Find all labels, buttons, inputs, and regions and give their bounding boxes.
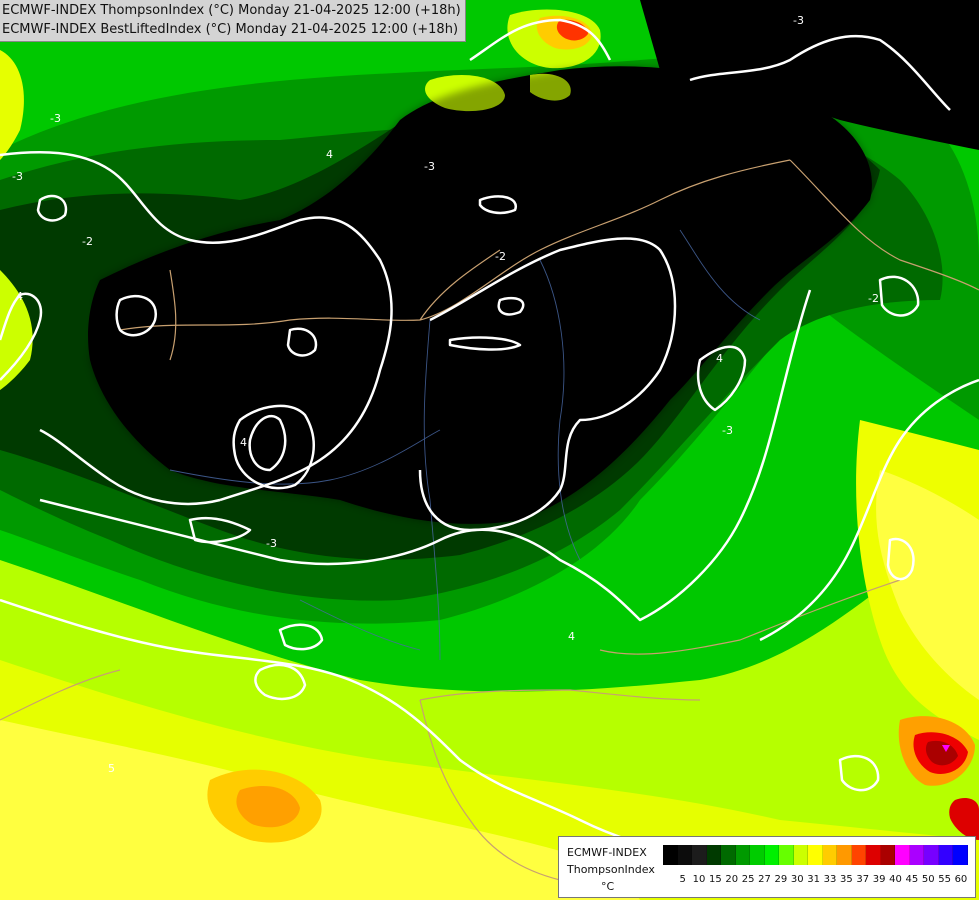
isoline-label: -2 [495, 250, 506, 263]
legend-parameter: ThompsonIndex [567, 863, 655, 876]
legend-tick: 29 [774, 874, 788, 885]
legend-tick: 20 [725, 874, 739, 885]
legend-swatch [938, 845, 953, 865]
legend-swatch [895, 845, 910, 865]
legend-swatch [692, 845, 707, 865]
isoline-label: -2 [868, 292, 879, 305]
legend-tick: 37 [856, 874, 870, 885]
legend-swatch [779, 845, 794, 865]
legend-swatch [793, 845, 808, 865]
isoline-label: -3 [793, 14, 804, 27]
legend-tick: 25 [741, 874, 755, 885]
isoline-label: 5 [108, 762, 115, 775]
map-title-box: ECMWF-INDEX ThompsonIndex (°C) Monday 21… [0, 0, 466, 42]
legend-tick: 15 [709, 874, 722, 885]
isoline-label: -3 [266, 537, 277, 550]
legend-tick: 27 [758, 874, 771, 885]
legend-swatch [706, 845, 721, 865]
isoline-label: -3 [424, 160, 435, 173]
legend-swatch [880, 845, 895, 865]
legend-swatch [953, 845, 968, 865]
legend-swatch [750, 845, 765, 865]
legend-tick: 10 [692, 874, 706, 885]
legend-tick: 60 [954, 874, 968, 885]
color-legend: ECMWF-INDEX ThompsonIndex °C 5 10 15 20 25 27… [558, 836, 976, 898]
legend-swatch [764, 845, 779, 865]
legend-swatch [866, 845, 881, 865]
legend-tick: 35 [839, 874, 853, 885]
isoline-label: -2 [82, 235, 93, 248]
isoline-label: -3 [50, 112, 61, 125]
rivers [169, 229, 761, 661]
isoline-labels: -3 -3 -2 -2 -3 -3 4 4 -3 4 4 -2 -3 4 5 [12, 14, 879, 775]
legend-swatch [851, 845, 866, 865]
map-title-thompson: ECMWF-INDEX ThompsonIndex (°C) Monday 21… [2, 3, 461, 18]
map-title-bestlifted: ECMWF-INDEX BestLiftedIndex (°C) Monday … [2, 22, 459, 37]
legend-tick: 5 [679, 874, 686, 885]
isoline-label: 4 [16, 290, 23, 303]
legend-swatch [677, 845, 692, 865]
legend-swatch [735, 845, 750, 865]
legend-tick: 39 [872, 874, 886, 885]
legend-tick: 40 [889, 874, 902, 885]
legend-swatch [822, 845, 837, 865]
legend-swatch [924, 845, 939, 865]
isoline-label: -3 [722, 424, 733, 437]
lifted-index-isolines [0, 18, 979, 862]
legend-swatch [837, 845, 852, 865]
legend-tick: 55 [938, 874, 951, 885]
isoline-label: 4 [568, 630, 575, 643]
isoline-label: 4 [716, 352, 723, 365]
legend-tick: 50 [921, 874, 935, 885]
legend-tick: 31 [807, 874, 820, 885]
country-borders [0, 159, 979, 881]
legend-swatch [808, 845, 823, 865]
isoline-label: 4 [326, 148, 333, 161]
isoline-label: -3 [12, 170, 23, 183]
legend-unit: °C [601, 880, 615, 893]
legend-tick: 45 [905, 874, 919, 885]
maximum-marker [942, 745, 950, 752]
fill-smoothing [90, 66, 872, 524]
legend-color-bar [663, 845, 968, 865]
legend-tick: 33 [823, 874, 837, 885]
legend-swatch [721, 845, 736, 865]
legend-model: ECMWF-INDEX [567, 846, 647, 859]
legend-swatch [909, 845, 924, 865]
legend-swatch [663, 845, 678, 865]
legend-tick: 30 [790, 874, 804, 885]
isoline-label: 4 [240, 436, 247, 449]
